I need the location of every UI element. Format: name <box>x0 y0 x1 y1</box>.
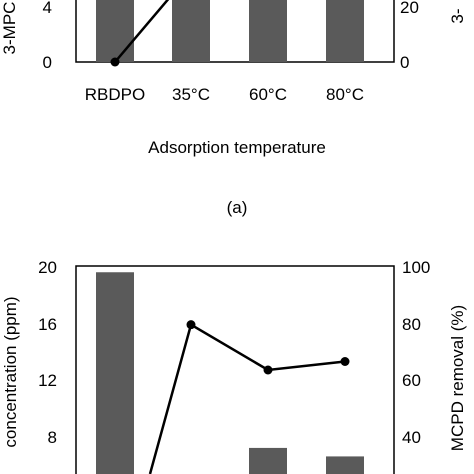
left-tick-b-8: 8 <box>48 428 57 447</box>
bar-b-3 <box>326 456 364 474</box>
bar-a-2 <box>249 0 287 62</box>
right-tick-b-100: 100 <box>402 258 430 277</box>
right-tick-b-40: 40 <box>402 428 421 447</box>
series-line-a <box>114 0 170 63</box>
x-tick-rbdpo: RBDPO <box>85 85 145 104</box>
bar-a-3 <box>326 0 364 62</box>
right-axis-label-a: 3- <box>448 8 467 23</box>
left-tick-a-0: 0 <box>43 53 52 72</box>
right-tick-b-60: 60 <box>402 371 421 390</box>
left-tick-b-16: 16 <box>38 315 57 334</box>
bar-b-0 <box>96 272 134 474</box>
right-axis-label-b: MCPD removal (%) <box>448 305 467 451</box>
data-point-b-1 <box>186 320 196 330</box>
panel-b: concentration (ppm) 20 16 12 8 100 80 60… <box>1 258 467 474</box>
right-tick-a-20: 20 <box>400 0 419 17</box>
bar-a-1 <box>172 0 210 62</box>
x-tick-35c: 35°C <box>172 85 210 104</box>
left-axis-label-b: concentration (ppm) <box>1 296 20 447</box>
data-point-b-2 <box>263 365 273 375</box>
series-line-b <box>148 322 346 474</box>
right-tick-b-80: 80 <box>402 315 421 334</box>
left-axis-label-a: 3-MPC <box>0 2 19 55</box>
plot-area-frame-a <box>75 0 395 63</box>
left-tick-b-20: 20 <box>38 258 57 277</box>
plot-area-frame-b <box>75 265 395 474</box>
data-point-b-3 <box>340 357 350 366</box>
left-tick-a-4: 4 <box>43 0 52 17</box>
x-tick-60c: 60°C <box>249 85 287 104</box>
data-point-a-rbdpo <box>110 57 120 67</box>
left-tick-b-12: 12 <box>38 371 57 390</box>
x-tick-80c: 80°C <box>326 85 364 104</box>
panel-a: 3-MPC 4 0 20 0 3- RBDPO 35°C 60°C 80°C A… <box>0 0 467 217</box>
bar-a-0 <box>96 0 134 62</box>
right-tick-a-0: 0 <box>400 53 409 72</box>
panel-caption-a: (a) <box>227 198 248 217</box>
x-axis-label-a: Adsorption temperature <box>148 138 326 157</box>
bar-b-2 <box>249 447 287 474</box>
